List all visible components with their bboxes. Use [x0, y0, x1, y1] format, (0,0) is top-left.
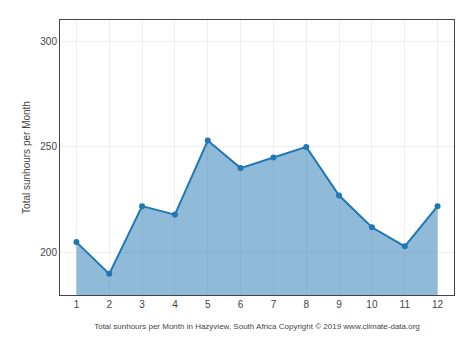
svg-text:8: 8 — [303, 299, 309, 310]
svg-text:9: 9 — [336, 299, 342, 310]
svg-text:11: 11 — [400, 299, 411, 310]
svg-text:12: 12 — [432, 299, 444, 310]
svg-text:2: 2 — [106, 299, 112, 310]
svg-text:1: 1 — [74, 299, 80, 310]
svg-text:300: 300 — [40, 36, 57, 47]
svg-text:7: 7 — [271, 299, 277, 310]
svg-text:4: 4 — [172, 299, 178, 310]
svg-text:250: 250 — [40, 141, 57, 152]
svg-text:10: 10 — [366, 299, 378, 310]
svg-text:200: 200 — [40, 247, 57, 258]
svg-text:5: 5 — [205, 299, 211, 310]
svg-text:3: 3 — [139, 299, 145, 310]
svg-text:Total sunhours per Month: Total sunhours per Month — [21, 101, 32, 214]
svg-text:Total sunhours per Month in Ha: Total sunhours per Month in Hazyview, So… — [94, 322, 420, 331]
svg-text:6: 6 — [238, 299, 244, 310]
